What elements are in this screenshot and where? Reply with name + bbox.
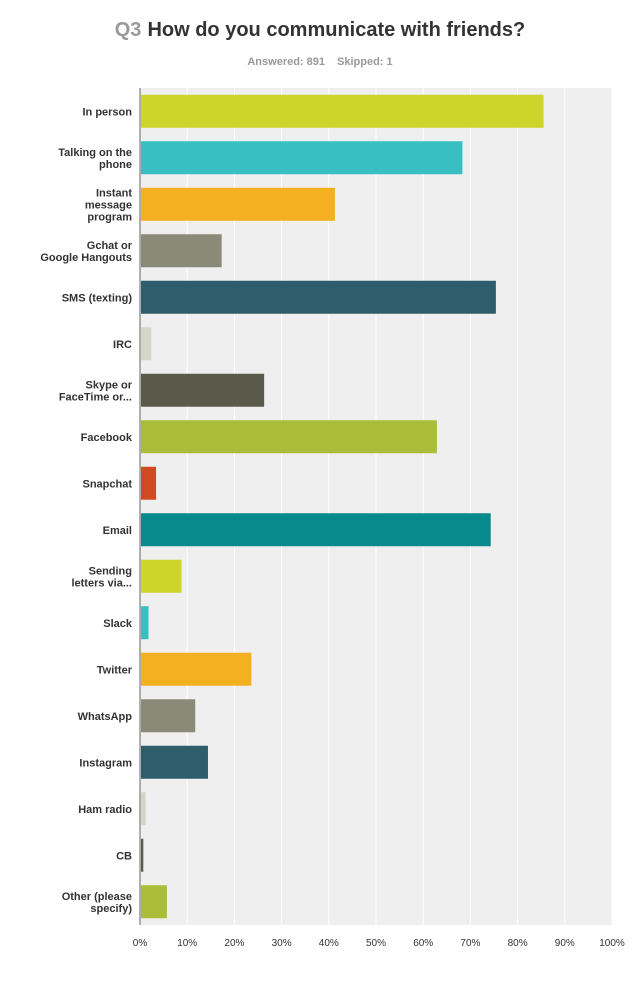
bar xyxy=(141,745,208,779)
response-stats: Answered: 891 Skipped: 1 xyxy=(0,56,640,68)
bar xyxy=(141,792,146,826)
x-tick-label: 80% xyxy=(508,938,528,949)
bar xyxy=(141,885,167,919)
bar xyxy=(141,373,265,407)
x-tick-label: 100% xyxy=(599,938,625,949)
question-number: Q3 xyxy=(114,19,142,41)
gridlines xyxy=(186,88,613,925)
bar xyxy=(141,699,196,733)
x-tick-labels: 0% 10% 20% 30% 40% 50% 60% 70% 80% 90% 100% xyxy=(133,938,625,949)
skipped-count: Skipped: 1 xyxy=(337,56,393,68)
category-label: Skype or FaceTime or... xyxy=(59,379,133,403)
category-label: Talking on the phone xyxy=(58,147,132,171)
bars xyxy=(141,94,544,919)
category-label: In person xyxy=(82,106,132,118)
category-label: Email xyxy=(103,525,132,537)
bar xyxy=(141,280,496,314)
question-text: How do you communicate with friends? xyxy=(147,19,526,41)
x-tick-label: 90% xyxy=(555,938,575,949)
category-label: Snapchat xyxy=(82,478,132,490)
x-tick-label: 50% xyxy=(366,938,386,949)
category-label: Gchat or Google Hangouts xyxy=(40,240,132,264)
category-label: Slack xyxy=(103,618,133,630)
category-label: Sending letters via... xyxy=(71,565,132,589)
chart-title: Q3 How do you communicate with friends? xyxy=(0,19,640,42)
category-labels: In person Talking on the phone Instant messa… xyxy=(40,106,133,915)
category-label: SMS (texting) xyxy=(62,292,133,304)
bar xyxy=(141,327,152,361)
category-label: WhatsApp xyxy=(78,711,133,723)
category-label: CB xyxy=(116,850,132,862)
bar xyxy=(141,466,157,500)
bar xyxy=(141,420,437,454)
bar xyxy=(141,606,149,640)
bar xyxy=(141,187,335,221)
x-tick-label: 20% xyxy=(224,938,244,949)
answered-count: Answered: 891 xyxy=(247,56,326,68)
category-label: Instagram xyxy=(79,757,132,769)
bar xyxy=(141,838,144,872)
bar xyxy=(141,141,463,175)
bar xyxy=(141,234,222,268)
bar xyxy=(141,559,182,593)
bar xyxy=(141,652,252,686)
category-label: Ham radio xyxy=(78,804,132,816)
category-label: Facebook xyxy=(81,432,133,444)
category-label: Instant message program xyxy=(85,187,132,223)
x-tick-label: 70% xyxy=(460,938,480,949)
bar xyxy=(141,94,544,128)
x-tick-label: 0% xyxy=(133,938,148,949)
category-label: Other (please specify) xyxy=(62,891,133,915)
bar xyxy=(141,513,491,547)
category-label: Twitter xyxy=(97,664,133,676)
category-label: IRC xyxy=(113,339,132,351)
x-tick-label: 30% xyxy=(272,938,292,949)
x-tick-label: 40% xyxy=(319,938,339,949)
x-tick-label: 60% xyxy=(413,938,433,949)
x-tick-label: 10% xyxy=(177,938,197,949)
